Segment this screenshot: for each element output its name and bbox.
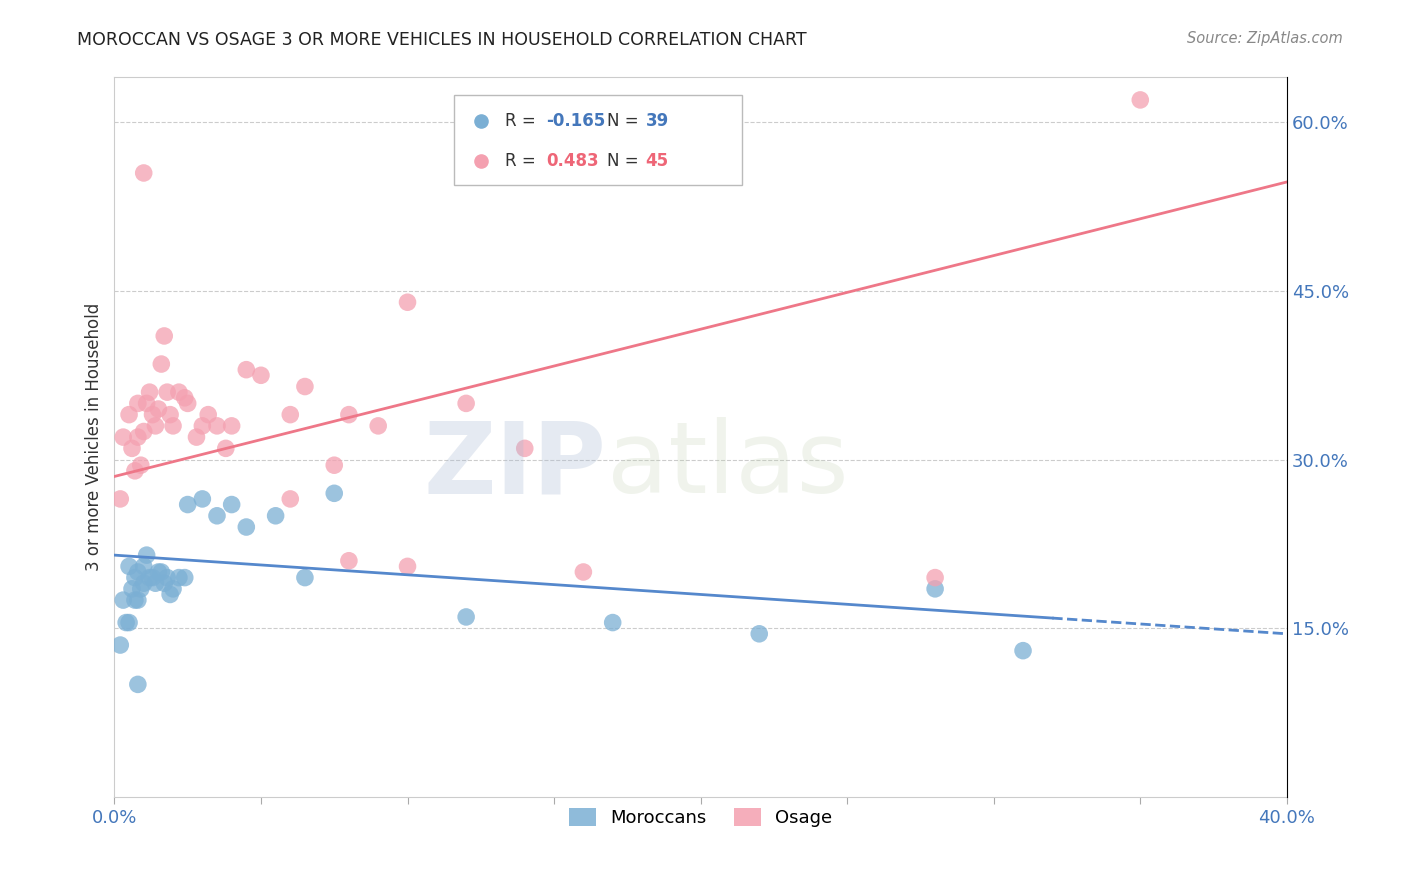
Point bbox=[135, 396, 157, 410]
Text: 0.483: 0.483 bbox=[546, 152, 599, 170]
Text: 45: 45 bbox=[645, 152, 669, 170]
Point bbox=[396, 559, 419, 574]
Text: 39: 39 bbox=[645, 112, 669, 130]
Point bbox=[748, 627, 770, 641]
Point bbox=[221, 498, 243, 512]
Point bbox=[1129, 93, 1152, 107]
Point bbox=[294, 571, 316, 585]
Point bbox=[141, 408, 163, 422]
Point bbox=[191, 418, 214, 433]
Point bbox=[513, 442, 536, 456]
Point bbox=[118, 408, 141, 422]
Point bbox=[602, 615, 624, 630]
Point bbox=[186, 430, 208, 444]
Point bbox=[132, 425, 155, 439]
Point bbox=[124, 464, 146, 478]
Text: -0.165: -0.165 bbox=[546, 112, 605, 130]
Point bbox=[124, 571, 146, 585]
Point bbox=[176, 498, 198, 512]
Point bbox=[153, 329, 176, 343]
Point bbox=[129, 458, 152, 473]
Point bbox=[112, 593, 135, 607]
Point bbox=[367, 418, 389, 433]
Text: N =: N = bbox=[607, 112, 644, 130]
Point bbox=[121, 442, 143, 456]
Point bbox=[278, 491, 301, 506]
Point bbox=[294, 379, 316, 393]
Point bbox=[132, 559, 155, 574]
Point bbox=[162, 418, 184, 433]
Point bbox=[159, 408, 181, 422]
Point bbox=[205, 418, 228, 433]
Point bbox=[456, 396, 478, 410]
Point bbox=[145, 576, 167, 591]
Text: atlas: atlas bbox=[607, 417, 848, 515]
Point bbox=[337, 408, 360, 422]
Point bbox=[150, 357, 173, 371]
Point bbox=[110, 491, 132, 506]
Text: N =: N = bbox=[607, 152, 644, 170]
Point bbox=[396, 295, 419, 310]
Point bbox=[110, 638, 132, 652]
Point bbox=[156, 385, 179, 400]
Point bbox=[138, 385, 160, 400]
Point bbox=[205, 508, 228, 523]
Point bbox=[150, 565, 173, 579]
Point bbox=[197, 408, 219, 422]
Point bbox=[221, 418, 243, 433]
Point bbox=[337, 554, 360, 568]
Point bbox=[148, 565, 170, 579]
Point bbox=[118, 615, 141, 630]
Point bbox=[127, 565, 149, 579]
Point bbox=[323, 486, 346, 500]
Point bbox=[167, 571, 190, 585]
Point bbox=[215, 442, 238, 456]
Point bbox=[167, 385, 190, 400]
Point bbox=[176, 396, 198, 410]
Text: MOROCCAN VS OSAGE 3 OR MORE VEHICLES IN HOUSEHOLD CORRELATION CHART: MOROCCAN VS OSAGE 3 OR MORE VEHICLES IN … bbox=[77, 31, 807, 49]
Point bbox=[1012, 643, 1035, 657]
Point bbox=[124, 593, 146, 607]
Point bbox=[924, 582, 946, 596]
Legend: Moroccans, Osage: Moroccans, Osage bbox=[561, 801, 839, 835]
Point bbox=[121, 582, 143, 596]
Point bbox=[572, 565, 595, 579]
Point bbox=[162, 582, 184, 596]
Y-axis label: 3 or more Vehicles in Household: 3 or more Vehicles in Household bbox=[86, 303, 103, 571]
Point bbox=[250, 368, 273, 383]
Text: R =: R = bbox=[505, 112, 541, 130]
Text: ZIP: ZIP bbox=[425, 417, 607, 515]
Point bbox=[127, 430, 149, 444]
Point bbox=[159, 587, 181, 601]
Point bbox=[118, 559, 141, 574]
Point bbox=[156, 571, 179, 585]
Point bbox=[264, 508, 287, 523]
Point bbox=[191, 491, 214, 506]
Point bbox=[278, 408, 301, 422]
Text: Source: ZipAtlas.com: Source: ZipAtlas.com bbox=[1187, 31, 1343, 46]
Point bbox=[148, 402, 170, 417]
Point bbox=[173, 391, 195, 405]
Point bbox=[145, 418, 167, 433]
Point bbox=[456, 610, 478, 624]
Point bbox=[132, 576, 155, 591]
Point bbox=[112, 430, 135, 444]
Point bbox=[129, 582, 152, 596]
Point bbox=[127, 593, 149, 607]
Text: R =: R = bbox=[505, 152, 541, 170]
FancyBboxPatch shape bbox=[454, 95, 741, 186]
Point bbox=[323, 458, 346, 473]
Point bbox=[153, 576, 176, 591]
Point bbox=[138, 571, 160, 585]
Point bbox=[141, 571, 163, 585]
Point bbox=[235, 362, 257, 376]
Point bbox=[115, 615, 138, 630]
Point bbox=[173, 571, 195, 585]
Point bbox=[127, 677, 149, 691]
Point bbox=[132, 166, 155, 180]
Point bbox=[924, 571, 946, 585]
Point bbox=[235, 520, 257, 534]
Point bbox=[127, 396, 149, 410]
Point bbox=[135, 548, 157, 562]
